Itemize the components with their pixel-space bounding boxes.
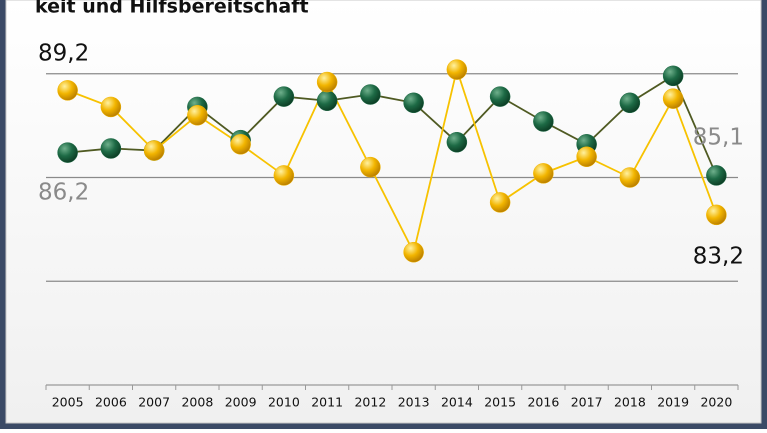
x-tick-label: 2019 — [657, 395, 689, 410]
marker — [489, 86, 511, 107]
marker — [489, 192, 511, 213]
marker — [619, 92, 641, 114]
marker — [403, 241, 424, 263]
marker — [662, 88, 684, 109]
x-tick-label: 2011 — [311, 395, 343, 410]
annotation: 85,1 — [693, 125, 744, 151]
marker — [403, 92, 424, 114]
marker — [576, 146, 597, 167]
marker — [446, 131, 468, 153]
x-tick-label: 2015 — [484, 395, 516, 410]
marker — [143, 140, 165, 161]
marker — [100, 96, 122, 118]
x-tick-label: 2006 — [95, 395, 127, 410]
marker — [57, 80, 78, 101]
marker — [273, 165, 295, 186]
annotation: 89,2 — [38, 41, 89, 67]
x-tick-label: 2008 — [181, 395, 213, 410]
marker — [533, 111, 554, 132]
x-tick-label: 2016 — [527, 395, 559, 410]
marker — [187, 105, 208, 126]
marker — [619, 167, 641, 188]
x-tick-label: 2013 — [398, 395, 430, 410]
marker — [446, 59, 468, 80]
marker — [706, 204, 727, 226]
x-tick-label: 2009 — [225, 395, 257, 410]
annotation: 86,2 — [38, 180, 89, 206]
marker — [662, 65, 684, 87]
marker — [316, 71, 338, 93]
marker — [273, 86, 295, 107]
marker — [57, 142, 78, 163]
marker — [706, 165, 727, 186]
x-tick-label: 2017 — [571, 395, 603, 410]
x-tick-label: 2018 — [614, 395, 646, 410]
marker — [360, 84, 381, 105]
marker — [533, 163, 554, 184]
marker — [316, 90, 338, 111]
x-tick-label: 2007 — [138, 395, 170, 410]
annotation: 83,2 — [693, 244, 744, 270]
marker — [360, 156, 381, 178]
x-tick-label: 2010 — [268, 395, 300, 410]
x-tick-label: 2005 — [52, 395, 84, 410]
series-line — [67, 66, 718, 255]
marker — [230, 134, 251, 155]
series-line — [67, 74, 718, 176]
marker — [100, 138, 122, 159]
x-tick-label: 2020 — [700, 395, 732, 410]
x-tick-label: 2014 — [441, 395, 473, 410]
chart-area — [5, 0, 762, 424]
x-tick-label: 2012 — [354, 395, 386, 410]
chart-title: keit und Hilfsbereitschaft — [35, 0, 309, 18]
